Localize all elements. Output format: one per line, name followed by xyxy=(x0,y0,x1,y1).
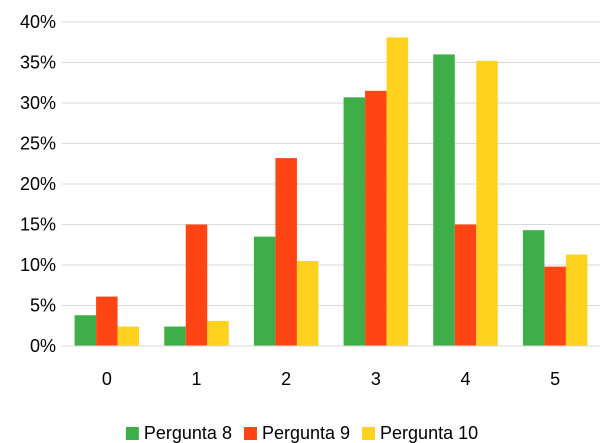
x-tick-label: 2 xyxy=(281,369,291,389)
bar-pergunta-9-cat-4 xyxy=(454,224,477,346)
x-tick-label: 0 xyxy=(102,369,112,389)
bar-pergunta-8-cat-0 xyxy=(74,315,97,346)
bar-pergunta-10-cat-0 xyxy=(117,326,140,346)
x-tick-label: 5 xyxy=(550,369,560,389)
y-tick-label: 40% xyxy=(20,12,56,32)
legend-swatch xyxy=(125,427,139,440)
bar-pergunta-8-cat-1 xyxy=(164,326,186,346)
bar-pergunta-8-cat-3 xyxy=(343,97,366,346)
bar-pergunta-8-cat-5 xyxy=(522,230,545,346)
bar-pergunta-10-cat-2 xyxy=(296,260,319,346)
x-tick-label: 3 xyxy=(371,369,381,389)
x-tick-label: 1 xyxy=(191,369,201,389)
legend-swatch xyxy=(243,427,257,440)
y-tick-label: 15% xyxy=(20,215,56,235)
bar-pergunta-9-cat-0 xyxy=(96,296,118,346)
legend-label: Pergunta 9 xyxy=(262,423,350,443)
y-axis-labels: 0% 5% 10% 15% 20% 25% 30% 35% 40% xyxy=(20,12,56,356)
bar-pergunta-8-cat-4 xyxy=(433,54,455,347)
legend-item: Pergunta 8 xyxy=(125,423,232,443)
y-tick-label: 20% xyxy=(20,174,56,194)
bar-pergunta-9-cat-1 xyxy=(185,224,208,346)
y-tick-label: 25% xyxy=(20,134,56,154)
bar-pergunta-8-cat-2 xyxy=(253,236,276,346)
y-tick-label: 30% xyxy=(20,93,56,113)
bar-pergunta-10-cat-4 xyxy=(476,60,498,346)
bar-pergunta-9-cat-5 xyxy=(544,266,566,346)
bar-pergunta-9-cat-3 xyxy=(365,90,387,346)
bar-pergunta-10-cat-3 xyxy=(386,37,409,346)
y-tick-label: 5% xyxy=(30,296,56,316)
bar-pergunta-9-cat-2 xyxy=(275,158,297,346)
bar-pergunta-10-cat-1 xyxy=(207,320,229,346)
x-tick-label: 4 xyxy=(460,369,470,389)
legend: Pergunta 8 Pergunta 9 Pergunta 10 xyxy=(125,423,478,443)
legend-label: Pergunta 10 xyxy=(380,423,478,443)
legend-item: Pergunta 10 xyxy=(362,423,478,443)
y-tick-label: 10% xyxy=(20,255,56,275)
bar-pergunta-10-cat-5 xyxy=(565,254,588,346)
bars xyxy=(74,37,588,347)
y-tick-label: 0% xyxy=(30,336,56,356)
y-tick-label: 35% xyxy=(20,53,56,73)
x-axis-labels: 0 1 2 3 4 5 xyxy=(102,369,560,389)
gridlines xyxy=(62,21,600,306)
legend-label: Pergunta 8 xyxy=(144,423,232,443)
legend-item: Pergunta 9 xyxy=(243,423,350,443)
legend-swatch xyxy=(362,427,376,440)
